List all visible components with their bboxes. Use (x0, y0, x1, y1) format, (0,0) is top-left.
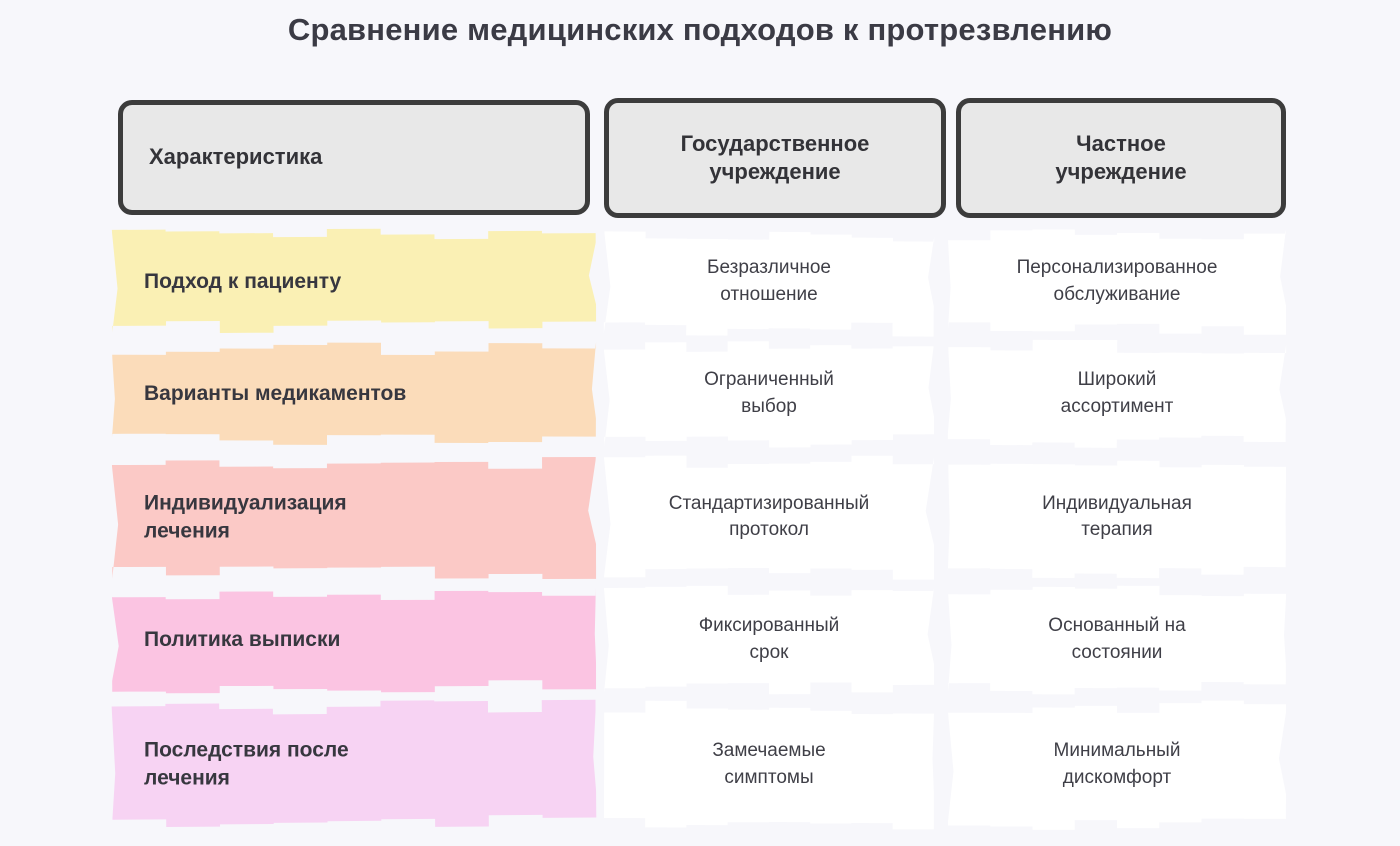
highlight-marker (111, 585, 597, 695)
row-public-cell: Стандартизированный протокол (603, 455, 935, 580)
row-public-value: Фиксированный срок (698, 615, 840, 663)
header-private-institution: Частное учреждение (956, 98, 1286, 218)
row-feature-cell: Политика выписки (111, 585, 597, 695)
table-row: Варианты медикаментов Ограниченный выбор Ш… (0, 339, 1400, 448)
table-row: Индивидуализация лечения Стандартизирован… (0, 455, 1400, 580)
header-feature-label: Характеристика (149, 144, 323, 170)
row-private-value: Индивидуальная терапия (1042, 492, 1192, 541)
row-feature-cell: Подход к пациенту (111, 228, 597, 336)
row-private-cell: Широкий ассортимент (947, 339, 1287, 448)
table-row: Подход к пациенту Безразличное отношение П… (0, 228, 1400, 337)
row-private-value: Основанный на состоянии (1048, 615, 1186, 663)
paper-background (947, 700, 1287, 830)
highlight-marker (111, 699, 597, 830)
paper-background (947, 585, 1287, 695)
table-row: Политика выписки Фиксированный срок Основа… (0, 585, 1400, 695)
header-feature: Характеристика (118, 100, 590, 215)
row-feature-label: Последствия после лечения (144, 738, 349, 790)
highlight-marker (111, 228, 597, 336)
row-feature-label: Политика выписки (144, 627, 341, 651)
row-feature-label: Варианты медикаментов (144, 381, 407, 405)
row-private-cell: Основанный на состоянии (947, 585, 1287, 695)
header-private-institution-label: Частное учреждение (1055, 130, 1187, 184)
row-private-value: Персонализированное обслуживание (1016, 257, 1218, 305)
header-public-institution: Государственное учреждение (604, 98, 946, 218)
row-public-cell: Ограниченный выбор (603, 340, 935, 448)
table-row: Последствия после лечения Замечаемые симп… (0, 699, 1400, 830)
row-public-value: Ограниченный выбор (704, 369, 834, 417)
highlight-marker (111, 455, 597, 580)
row-public-cell: Фиксированный срок (603, 585, 935, 695)
row-private-cell: Индивидуальная терапия (947, 455, 1287, 580)
row-feature-cell: Варианты медикаментов (111, 340, 597, 448)
row-public-value: Стандартизированный протокол (668, 492, 870, 541)
row-private-cell: Минимальный дискомфорт (947, 700, 1287, 830)
paper-background (603, 340, 935, 448)
row-public-cell: Безразличное отношение (603, 228, 935, 337)
paper-background (603, 700, 935, 830)
row-feature-cell: Индивидуализация лечения (111, 455, 597, 580)
page-title: Сравнение медицинских подходов к протрез… (287, 12, 1113, 47)
row-public-value: Замечаемые симптомы (712, 740, 826, 788)
row-feature-cell: Последствия после лечения (111, 699, 597, 830)
row-private-cell: Персонализированное обслуживание (947, 228, 1287, 336)
header-public-institution-label: Государственное учреждение (680, 130, 870, 184)
row-public-cell: Замечаемые симптомы (603, 700, 935, 830)
paper-background (947, 339, 1287, 448)
paper-background (947, 455, 1287, 580)
paper-background (603, 585, 935, 695)
highlight-marker (111, 340, 597, 448)
row-feature-label: Подход к пациенту (144, 269, 342, 293)
row-feature-label: Индивидуализация лечения (144, 491, 347, 543)
row-private-value: Минимальный дискомфорт (1053, 740, 1181, 788)
row-public-value: Безразличное отношение (707, 257, 831, 305)
paper-background (603, 455, 935, 580)
paper-background (947, 228, 1287, 336)
row-private-value: Широкий ассортимент (1060, 369, 1174, 417)
paper-background (603, 228, 935, 337)
